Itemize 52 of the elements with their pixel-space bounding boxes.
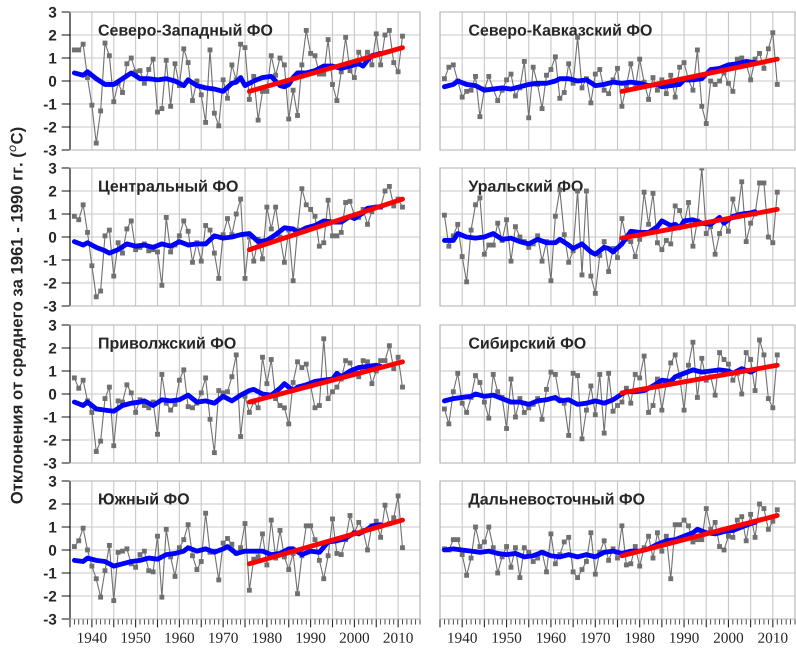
- y-tick-label: 1: [49, 366, 56, 377]
- x-tick-label: 1950: [492, 632, 522, 643]
- text: Приволжский ФО: [99, 336, 236, 352]
- y-tick-label: 2: [48, 498, 56, 510]
- y-tick-label: 3: [48, 476, 56, 487]
- y-tick-label: 1: [49, 209, 56, 220]
- y-tick-label: 2: [48, 186, 56, 197]
- y-tick-label: 3: [48, 320, 56, 331]
- y-tick-label: 1: [49, 53, 56, 64]
- y-tick-label: -1: [44, 255, 56, 266]
- y-tick-label: -3: [44, 144, 56, 156]
- text: Южный ФО: [99, 492, 189, 505]
- x-tick-label: 1990: [670, 632, 699, 643]
- x-tick-label: 2000: [340, 632, 370, 643]
- y-tick-label: 0: [48, 388, 56, 400]
- text: Центральный ФО: [99, 180, 238, 195]
- y-tick-label: -3: [44, 458, 56, 469]
- y-tick-label: 2: [48, 30, 56, 41]
- x-tick-label: 1940: [78, 632, 107, 643]
- y-axis-title: Отклонения от среднего за 1961 - 1990 гг. ($^{o}$C): [10, 128, 26, 504]
- y-tick-label: -2: [44, 590, 56, 602]
- y-tick-label: 0: [48, 76, 56, 87]
- x-tick-label: 1970: [581, 632, 610, 643]
- x-tick-label: 1970: [209, 632, 238, 643]
- y-tick-label: -2: [44, 278, 56, 289]
- x-tick-label: 2010: [384, 632, 413, 643]
- text: Дальневосточный ФО: [468, 492, 644, 508]
- x-tick-label: 2000: [714, 632, 744, 643]
- text: Сибирский ФО: [469, 336, 586, 352]
- y-tick-label: -3: [44, 300, 56, 312]
- x-tick-label: 1940: [448, 632, 477, 643]
- text: Северо-Кавказский ФО: [469, 24, 652, 39]
- x-tick-label: 1990: [296, 632, 326, 643]
- x-tick-label: 1960: [537, 632, 566, 643]
- y-tick-label: 3: [48, 6, 56, 18]
- x-tick-label: 1960: [165, 632, 194, 643]
- y-tick-label: -1: [44, 412, 56, 423]
- y-tick-label: -3: [44, 614, 56, 625]
- y-tick-label: 2: [48, 342, 56, 354]
- x-tick-label: 1950: [122, 632, 150, 643]
- y-tick-label: -2: [44, 434, 56, 446]
- y-tick-label: -2: [44, 122, 56, 133]
- y-tick-label: -1: [44, 99, 56, 110]
- y-tick-label: 3: [48, 162, 56, 174]
- y-tick-label: 0: [48, 544, 56, 556]
- y-tick-label: -1: [44, 568, 56, 579]
- text: Северо-Западный ФО: [98, 24, 272, 39]
- x-tick-label: 2010: [758, 632, 788, 643]
- x-tick-label: 1980: [252, 632, 282, 643]
- y-tick-label: 0: [48, 232, 56, 243]
- y-tick-label: 1: [49, 522, 56, 533]
- x-tick-label: 1980: [626, 632, 654, 643]
